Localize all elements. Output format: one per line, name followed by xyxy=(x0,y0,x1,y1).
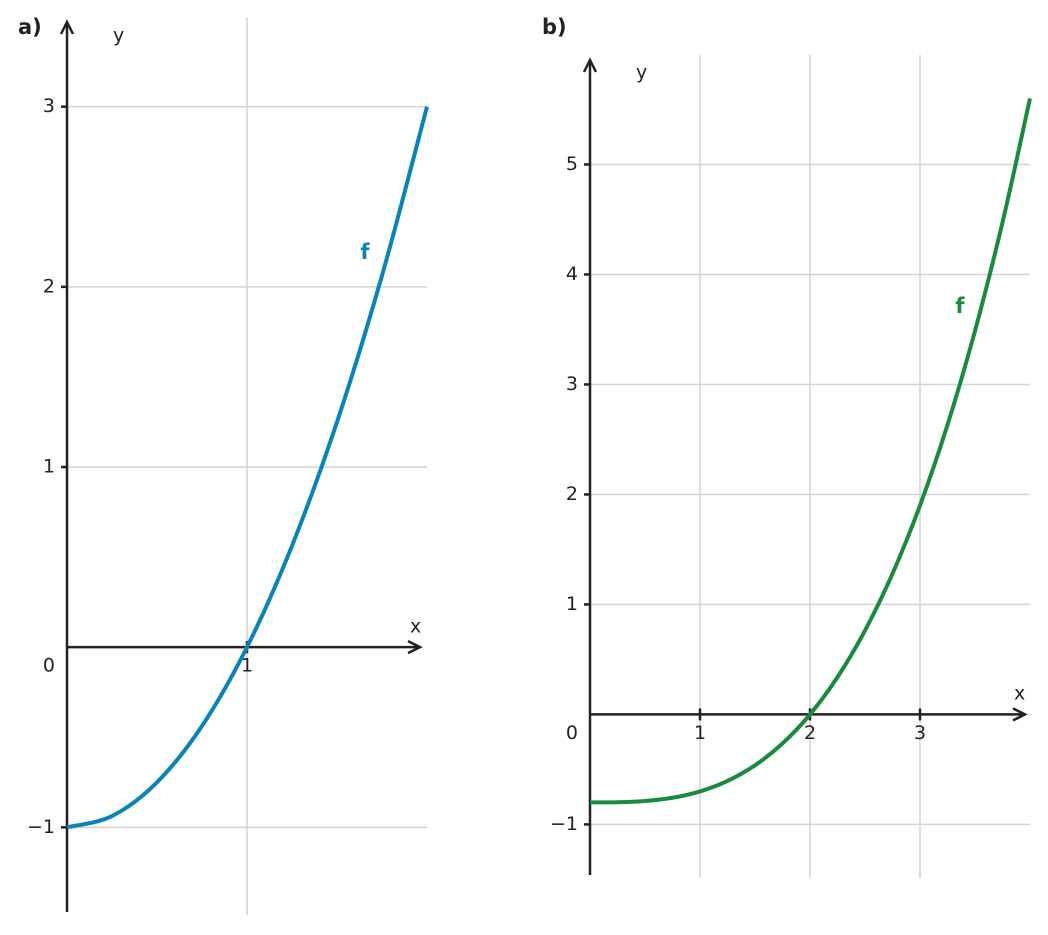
y-tick-label: −1 xyxy=(550,813,578,835)
y-axis-arrow xyxy=(582,57,598,73)
y-tick-label: 1 xyxy=(566,593,578,615)
x-axis-label: x xyxy=(410,616,421,638)
y-tick-label: −1 xyxy=(27,816,55,838)
x-tick-label: 1 xyxy=(694,722,706,744)
y-tick-label: 3 xyxy=(566,373,578,395)
curve xyxy=(66,106,429,830)
x-axis-label: x xyxy=(1014,683,1025,705)
y-tick-label: 3 xyxy=(43,95,55,117)
y-tick-label: 2 xyxy=(43,275,55,297)
panel-label: a) xyxy=(18,15,42,39)
panel-label: b) xyxy=(542,15,567,39)
x-axis-arrow xyxy=(407,640,423,655)
y-tick-label: 0 xyxy=(43,655,55,677)
y-tick-label: 1 xyxy=(43,456,55,478)
y-tick-label: 4 xyxy=(566,263,578,285)
y-axis-arrow xyxy=(59,19,75,35)
x-tick-label: 3 xyxy=(914,722,926,744)
y-tick-label: 0 xyxy=(566,722,578,744)
y-axis-label: y xyxy=(636,62,647,84)
x-tick-label: 2 xyxy=(804,722,816,744)
y-tick-label: 2 xyxy=(566,483,578,505)
curve-label: f xyxy=(360,240,370,264)
curve-label: f xyxy=(955,294,965,318)
x-axis-arrow xyxy=(1012,707,1028,722)
y-tick-label: 5 xyxy=(566,153,578,175)
y-axis-label: y xyxy=(113,25,124,47)
x-tick-label: 1 xyxy=(241,655,253,677)
curve xyxy=(589,98,1032,805)
